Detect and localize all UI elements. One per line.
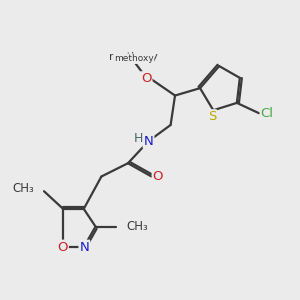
Text: methoxy: methoxy — [114, 54, 154, 63]
Text: O: O — [153, 170, 163, 183]
Text: H: H — [134, 132, 143, 145]
Text: N: N — [80, 241, 89, 254]
Text: O: O — [141, 72, 152, 85]
Text: CH₃: CH₃ — [126, 220, 148, 233]
Text: S: S — [208, 110, 216, 123]
Text: CH₃: CH₃ — [12, 182, 34, 195]
Text: N: N — [144, 135, 153, 148]
Text: methoxy: methoxy — [110, 52, 158, 62]
Text: O: O — [57, 241, 68, 254]
Text: Cl: Cl — [261, 107, 274, 120]
